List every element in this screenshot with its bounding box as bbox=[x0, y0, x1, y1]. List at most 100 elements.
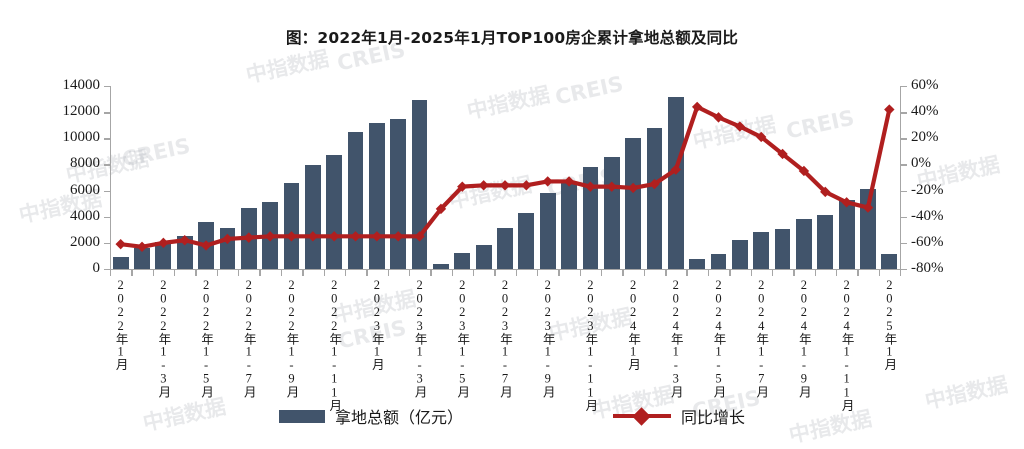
bar-16[interactable] bbox=[454, 253, 471, 269]
line-marker-4[interactable] bbox=[200, 240, 212, 251]
bar-22[interactable] bbox=[582, 167, 599, 269]
bar-18[interactable] bbox=[497, 228, 513, 269]
line-marker-10[interactable] bbox=[328, 231, 340, 242]
x-tick-33 bbox=[814, 270, 816, 276]
line-marker-13[interactable] bbox=[393, 231, 404, 242]
line-marker-3[interactable] bbox=[179, 235, 190, 246]
y-tick-left-4 bbox=[104, 164, 110, 166]
legend-item-bar[interactable]: 拿地总额（亿元） bbox=[278, 404, 463, 428]
bar-28[interactable] bbox=[710, 253, 727, 269]
x-axis-tick-label-8: 2022年1-9月 bbox=[284, 278, 299, 398]
y-axis-right-tick-label-0: -80% bbox=[911, 260, 944, 276]
bar-29[interactable] bbox=[731, 240, 748, 269]
line-marker-22[interactable] bbox=[585, 181, 596, 192]
y-axis-left-line bbox=[110, 86, 112, 269]
x-tick-31 bbox=[771, 270, 774, 276]
line-marker-26[interactable] bbox=[670, 164, 682, 175]
line-marker-17[interactable] bbox=[478, 180, 489, 191]
bar-34[interactable] bbox=[838, 200, 855, 269]
line-marker-14[interactable] bbox=[414, 231, 425, 242]
line-marker-11[interactable] bbox=[350, 231, 361, 242]
plot-area bbox=[110, 86, 900, 269]
bar-36[interactable] bbox=[881, 253, 898, 269]
bar-15[interactable] bbox=[433, 263, 449, 269]
y-tick-right-6 bbox=[901, 112, 907, 114]
bar-31[interactable] bbox=[774, 229, 791, 269]
bar-3[interactable] bbox=[176, 235, 193, 269]
line-marker-7[interactable] bbox=[264, 231, 276, 242]
bar-20[interactable] bbox=[539, 193, 556, 269]
y-axis-left-tick-label-2: 4000 bbox=[70, 207, 100, 224]
bar-1[interactable] bbox=[134, 248, 150, 269]
bar-8[interactable] bbox=[283, 183, 300, 269]
x-tick-22 bbox=[579, 270, 582, 276]
x-axis-tick-label-24: 2024年1月 bbox=[626, 278, 641, 371]
bar-19[interactable] bbox=[518, 212, 535, 269]
line-marker-28[interactable] bbox=[713, 112, 724, 123]
legend-bar-swatch bbox=[278, 409, 325, 423]
line-marker-20[interactable] bbox=[542, 176, 553, 187]
x-axis-tick-label-32: 2024年1-9月 bbox=[796, 278, 811, 398]
line-marker-27[interactable] bbox=[691, 101, 703, 113]
x-tick-26 bbox=[665, 270, 667, 276]
line-marker-0[interactable] bbox=[115, 238, 126, 250]
bar-33[interactable] bbox=[817, 215, 834, 269]
x-axis-tick-label-4: 2022年1-5月 bbox=[199, 278, 214, 398]
line-marker-2[interactable] bbox=[158, 237, 169, 249]
line-marker-8[interactable] bbox=[286, 231, 297, 242]
x-axis-tick-label-20: 2023年1-9月 bbox=[540, 278, 555, 398]
bar-9[interactable] bbox=[304, 165, 321, 269]
legend-item-line[interactable]: 同比增长 bbox=[613, 404, 745, 428]
x-axis-line bbox=[110, 269, 901, 271]
bar-17[interactable] bbox=[475, 244, 492, 269]
x-tick-23 bbox=[601, 270, 603, 276]
bar-0[interactable] bbox=[112, 257, 129, 269]
bar-24[interactable] bbox=[625, 138, 641, 269]
bar-10[interactable] bbox=[326, 154, 343, 269]
bar-30[interactable] bbox=[753, 232, 770, 269]
line-marker-6[interactable] bbox=[243, 232, 254, 243]
line-marker-33[interactable] bbox=[820, 186, 831, 198]
line-marker-9[interactable] bbox=[307, 231, 319, 242]
line-marker-32[interactable] bbox=[798, 165, 810, 177]
bar-2[interactable] bbox=[155, 241, 172, 269]
y-tick-left-1 bbox=[104, 242, 110, 245]
bar-14[interactable] bbox=[411, 99, 428, 269]
y-axis-right-tick-label-5: 20% bbox=[911, 129, 939, 146]
line-marker-16[interactable] bbox=[457, 181, 468, 192]
bar-12[interactable] bbox=[368, 122, 385, 269]
bar-32[interactable] bbox=[796, 218, 812, 269]
bar-21[interactable] bbox=[561, 182, 577, 269]
y-axis-left-tick-label-0: 0 bbox=[92, 260, 101, 276]
legend-line-marker-icon bbox=[632, 407, 651, 426]
line-marker-5[interactable] bbox=[222, 233, 233, 245]
x-tick-25 bbox=[643, 270, 646, 276]
bar-13[interactable] bbox=[390, 118, 407, 269]
y-axis-right-line bbox=[900, 86, 902, 269]
x-axis-tick-label-22: 2023年1-11月 bbox=[583, 278, 598, 412]
line-marker-24[interactable] bbox=[627, 182, 639, 194]
line-marker-29[interactable] bbox=[734, 121, 746, 132]
line-marker-18[interactable] bbox=[499, 180, 511, 191]
y-tick-left-3 bbox=[104, 190, 110, 192]
bar-26[interactable] bbox=[667, 97, 684, 269]
line-marker-21[interactable] bbox=[563, 176, 575, 187]
line-marker-34[interactable] bbox=[841, 197, 852, 208]
bar-25[interactable] bbox=[646, 127, 663, 269]
line-marker-35[interactable] bbox=[862, 202, 874, 213]
line-marker-36[interactable] bbox=[884, 104, 895, 115]
line-marker-12[interactable] bbox=[371, 231, 383, 242]
chart-legend: 拿地总额（亿元） 同比增长 bbox=[0, 404, 1024, 428]
x-tick-24 bbox=[622, 270, 624, 276]
line-marker-25[interactable] bbox=[649, 178, 660, 190]
y-tick-left-2 bbox=[104, 216, 110, 219]
line-marker-1[interactable] bbox=[136, 241, 148, 252]
line-marker-19[interactable] bbox=[521, 180, 532, 191]
x-axis-tick-label-34: 2024年1-11月 bbox=[839, 278, 854, 412]
line-marker-30[interactable] bbox=[756, 131, 767, 143]
x-tick-14 bbox=[408, 270, 411, 276]
bar-27[interactable] bbox=[689, 258, 706, 269]
line-marker-15[interactable] bbox=[435, 203, 447, 215]
line-marker-31[interactable] bbox=[777, 148, 788, 160]
line-marker-23[interactable] bbox=[606, 181, 617, 192]
